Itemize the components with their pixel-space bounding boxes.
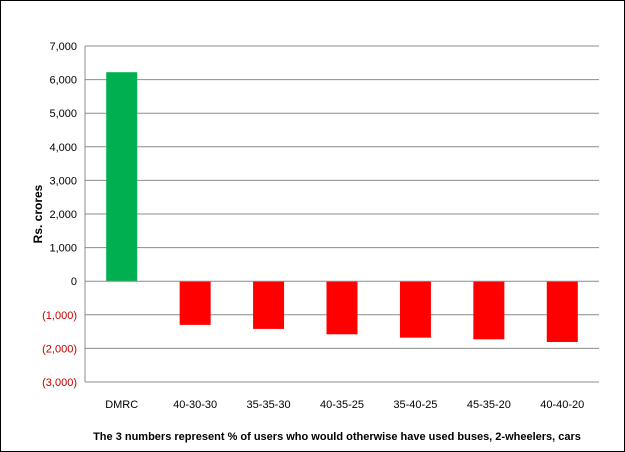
y-tick-label: (3,000) <box>42 377 77 389</box>
x-tick-label: 35-35-30 <box>247 399 291 411</box>
y-tick-labels: 7,000 6,000 5,000 4,000 3,000 2,000 1,000 0 (1,0… <box>42 41 77 389</box>
y-tick-label: 0 <box>71 276 77 288</box>
x-tick-label: 40-40-20 <box>540 399 584 411</box>
y-tick-label: 1,000 <box>49 243 77 255</box>
x-tick-label: 35-40-25 <box>393 399 437 411</box>
x-tick-label: 40-30-30 <box>173 399 217 411</box>
y-tick-label: 5,000 <box>49 108 77 120</box>
gridlines <box>85 45 599 383</box>
y-axis-label: Rs. crores <box>31 184 45 243</box>
y-tick-label: 7,000 <box>49 41 77 53</box>
bars <box>106 72 578 343</box>
y-tick-label: (2,000) <box>42 343 77 355</box>
bar <box>399 281 431 338</box>
x-tick-labels: DMRC 40-30-30 35-35-30 40-35-25 35-40-25 45-3… <box>105 399 584 411</box>
axes <box>84 46 599 382</box>
x-tick-label: 40-35-25 <box>320 399 364 411</box>
x-tick-label: 45-35-20 <box>467 399 511 411</box>
bar <box>253 281 285 329</box>
bar <box>106 72 138 282</box>
bar <box>179 281 211 325</box>
y-tick-label: 6,000 <box>49 75 77 87</box>
y-tick-label: 3,000 <box>49 175 77 187</box>
y-tick-label: 4,000 <box>49 142 77 154</box>
bar <box>326 281 358 335</box>
x-tick-label: DMRC <box>105 399 138 411</box>
bar <box>473 281 505 340</box>
y-tick-label: 2,000 <box>49 209 77 221</box>
y-tick-label: (1,000) <box>42 310 77 322</box>
bar <box>546 281 578 343</box>
x-axis-label: The 3 numbers represent % of users who w… <box>93 431 581 443</box>
